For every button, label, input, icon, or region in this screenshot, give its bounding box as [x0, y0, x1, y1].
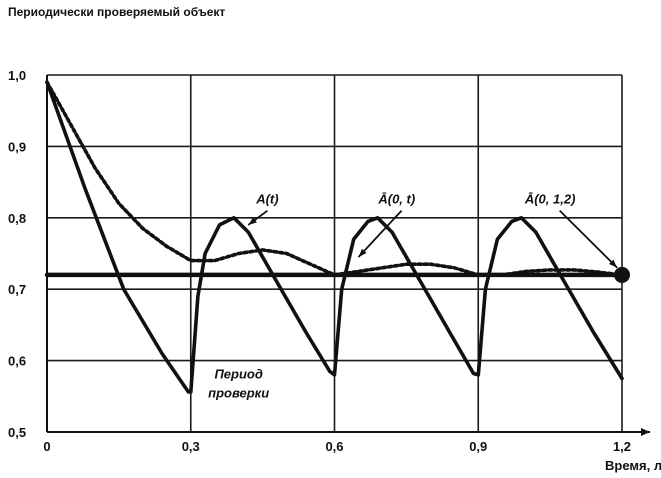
y-tick-label-2: 0,7: [8, 282, 26, 297]
annotation-leader-2: [559, 210, 618, 269]
series-group: [44, 80, 630, 394]
x-axis-label: Время, лет: [605, 458, 661, 473]
x-tick-label-2: 0,6: [325, 439, 343, 454]
annotation-arrowhead-2: [609, 259, 618, 268]
x-tick-label-4: 1,2: [613, 439, 631, 454]
grid: [46, 74, 623, 433]
y-tick-label-4: 0,9: [8, 139, 26, 154]
annotation-label-3: Период: [214, 366, 262, 381]
annotation-arrowhead-0: [248, 217, 257, 225]
annotation-arrowhead-1: [358, 248, 367, 258]
annotation-arrows: [247, 209, 618, 269]
x-tick-label-1: 0,3: [182, 439, 200, 454]
y-tick-label-5: 1,0: [8, 68, 26, 83]
y-tick-label-3: 0,8: [8, 211, 26, 226]
annotations: A(t) Ā(0, t) Ā(0, 1,2) Период проверки: [208, 192, 575, 401]
y-tick-label-0: 0,5: [8, 425, 26, 440]
x-tick-label-0: 0: [43, 439, 50, 454]
series-line-0: [45, 80, 624, 394]
annotation-label-4: проверки: [208, 386, 269, 401]
annotation-leader-1: [357, 210, 403, 258]
tick-labels: 0,5 0,6 0,7 0,8 0,9 1,0 0 0,3 0,6 0,9 1,2: [8, 68, 631, 454]
end-point-marker: [614, 266, 630, 283]
chart-title: Периодически проверяемый объект: [8, 5, 225, 19]
annotation-label-2: Ā(0, 1,2): [524, 192, 576, 207]
x-axis-arrowhead: [641, 428, 650, 436]
axes: [46, 75, 650, 436]
annotation-label-1: Ā(0, t): [377, 192, 415, 207]
annotation-label-0: A(t): [255, 192, 278, 207]
x-tick-label-3: 0,9: [469, 439, 487, 454]
y-tick-label-1: 0,6: [8, 354, 26, 369]
